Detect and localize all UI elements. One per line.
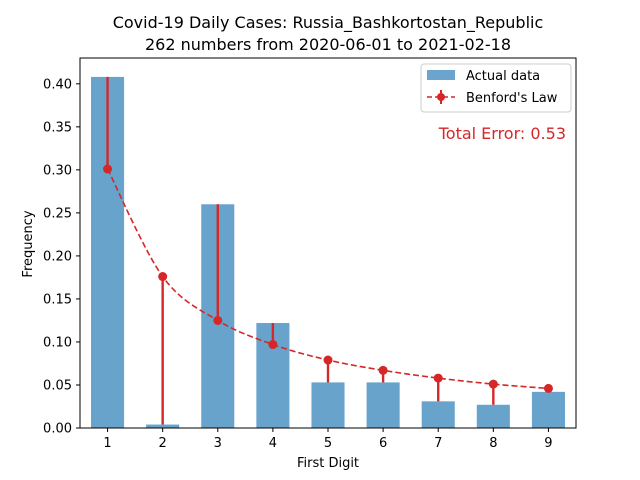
x-tick-label-6: 6 — [379, 436, 387, 451]
y-tick-label-0.25: 0.25 — [43, 206, 72, 221]
chart-subtitle: 262 numbers from 2020-06-01 to 2021-02-1… — [145, 35, 511, 54]
bar-digit-5 — [311, 382, 345, 428]
bar-digit-6 — [366, 382, 400, 428]
x-tick-label-3: 3 — [214, 436, 222, 451]
x-tick-label-9: 9 — [544, 436, 552, 451]
total-error-annotation: Total Error: 0.53 — [438, 124, 566, 143]
y-tick-label-0.30: 0.30 — [43, 163, 72, 178]
y-tick-label-0.10: 0.10 — [43, 335, 72, 350]
legend: Actual data Benford's Law — [420, 63, 572, 113]
bar-digit-9 — [531, 391, 565, 428]
bar-digit-8 — [476, 404, 510, 428]
benford-point-digit-1 — [103, 164, 113, 174]
legend-swatch-actual — [427, 70, 455, 80]
bar-digit-2 — [146, 424, 180, 428]
x-tick-label-7: 7 — [434, 436, 442, 451]
x-tick-label-5: 5 — [324, 436, 332, 451]
x-tick-label-4: 4 — [269, 436, 277, 451]
benford-curve — [106, 168, 549, 390]
bar-digit-7 — [421, 401, 455, 428]
benford-point-digit-6 — [378, 365, 388, 375]
legend-marker-benford — [437, 93, 445, 101]
chart-title: Covid-19 Daily Cases: Russia_Bashkortost… — [113, 13, 544, 33]
benford-point-digit-9 — [543, 383, 553, 393]
y-tick-label-0.05: 0.05 — [43, 378, 72, 393]
benford-point-digit-3 — [213, 315, 223, 325]
benford-point-digit-4 — [268, 340, 278, 350]
x-tick-label-8: 8 — [489, 436, 497, 451]
y-tick-label-0.40: 0.40 — [43, 77, 72, 92]
legend-label-benford: Benford's Law — [466, 91, 558, 106]
legend-label-actual: Actual data — [466, 69, 540, 84]
y-tick-label-0.20: 0.20 — [43, 249, 72, 264]
benford-point-digit-8 — [488, 379, 498, 389]
benford-point-digit-5 — [323, 355, 333, 365]
x-tick-label-1: 1 — [103, 436, 111, 451]
legend-frame — [420, 63, 572, 113]
y-tick-label-0.15: 0.15 — [43, 292, 72, 307]
plot-area: 1 2 3 4 5 6 7 8 9 0.00 0.05 0.10 0.15 0.20 0.25 0.30 0.3… — [43, 57, 577, 451]
x-tick-label-2: 2 — [159, 436, 167, 451]
benford-point-digit-2 — [158, 272, 168, 282]
benford-point-digit-7 — [433, 373, 443, 383]
y-axis-label: Frequency — [21, 210, 36, 277]
y-tick-label-0.35: 0.35 — [43, 120, 72, 135]
y-tick-label-0.00: 0.00 — [43, 422, 72, 437]
x-axis-label: First Digit — [297, 456, 359, 471]
